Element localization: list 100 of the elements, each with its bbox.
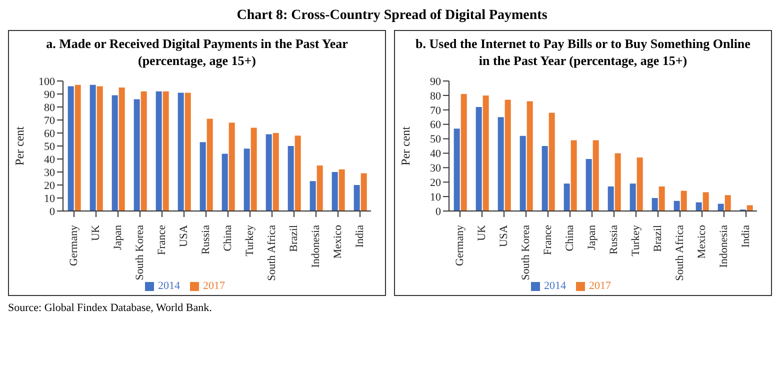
x-tick-label: South Africa — [266, 224, 278, 281]
y-tick-label: 10 — [430, 191, 442, 204]
bar — [90, 84, 96, 211]
bar — [184, 92, 191, 211]
x-tick-label: Indonesia — [718, 224, 730, 268]
y-tick-label: 70 — [430, 104, 442, 117]
bar — [156, 91, 162, 211]
bar — [542, 146, 548, 211]
bar — [310, 181, 316, 211]
bar — [476, 107, 482, 211]
y-tick-label: 100 — [38, 76, 56, 88]
y-tick-label: 90 — [44, 88, 56, 101]
y-tick-label: 70 — [44, 114, 56, 127]
y-tick-label: 50 — [44, 140, 56, 153]
bar — [564, 184, 570, 211]
bar — [482, 95, 489, 211]
bar — [162, 91, 169, 211]
legend-label: 2017 — [203, 280, 225, 292]
bar — [652, 198, 658, 211]
x-tick-label: Japan — [586, 224, 598, 250]
y-tick-label: 60 — [430, 119, 442, 132]
x-tick-label: Mexico — [696, 224, 708, 259]
x-tick-label: Brazil — [288, 225, 300, 252]
legend-label: 2014 — [544, 280, 566, 292]
bar — [636, 158, 643, 211]
x-tick-label: Brazil — [652, 225, 664, 252]
bar — [68, 86, 74, 211]
x-tick-label: USA — [498, 224, 510, 248]
bar — [118, 88, 125, 211]
x-tick-label: Indonesia — [310, 224, 322, 268]
x-tick-label: USA — [178, 224, 190, 248]
x-tick-label: Germany — [68, 224, 80, 266]
x-tick-label: Turkey — [630, 224, 642, 256]
bar — [746, 205, 753, 211]
x-tick-label: Turkey — [244, 224, 256, 256]
bar — [630, 184, 636, 211]
bar — [112, 95, 118, 211]
bar — [360, 173, 367, 211]
bar — [520, 136, 526, 211]
x-tick-label: Russia — [608, 224, 620, 254]
x-tick-label: South Korea — [520, 224, 532, 280]
bar — [222, 154, 228, 211]
chart-subtitle: a. Made or Received Digital Payments in the Past Year (percentage, age 15+) — [45, 35, 349, 70]
x-tick-label: South Africa — [674, 224, 686, 281]
x-tick-label: China — [564, 224, 576, 252]
legend-label: 2014 — [158, 280, 180, 292]
y-tick-label: 0 — [50, 206, 56, 218]
x-tick-label: France — [156, 224, 168, 255]
bar — [674, 200, 680, 211]
x-tick-label: Germany — [454, 224, 466, 266]
bar — [526, 101, 533, 211]
y-tick-label: 0 — [436, 206, 442, 218]
bar — [696, 202, 702, 211]
x-tick-label: Russia — [200, 224, 212, 254]
bar — [592, 140, 599, 211]
bar — [586, 159, 592, 211]
bar — [724, 195, 731, 211]
bar — [244, 148, 250, 211]
x-tick-label: South Korea — [134, 224, 146, 280]
y-tick-label: 80 — [430, 90, 442, 102]
bar — [332, 172, 338, 211]
bar — [614, 153, 621, 211]
y-tick-label: 80 — [44, 102, 56, 114]
x-tick-label: Japan — [112, 224, 124, 250]
x-tick-label: China — [222, 224, 234, 252]
bar — [294, 136, 301, 211]
x-tick-label: India — [740, 224, 752, 248]
bar — [504, 100, 511, 211]
bar — [140, 91, 147, 211]
bar — [460, 94, 467, 211]
bar — [272, 133, 279, 211]
chart-subtitle: b. Used the Internet to Pay Bills or to Buy Something Online in the Past Year (percentage, age 15+) — [414, 35, 752, 70]
y-tick-label: 40 — [44, 154, 56, 166]
bar — [134, 99, 140, 211]
y-tick-label: 50 — [430, 134, 442, 146]
y-tick-label: 30 — [430, 162, 442, 175]
source-note: Source: Global Findex Database, World Bank. — [8, 302, 213, 314]
bar — [316, 166, 323, 211]
bar — [702, 192, 709, 211]
x-tick-label: UK — [90, 224, 102, 241]
y-tick-label: 30 — [44, 166, 56, 179]
bar — [74, 84, 81, 211]
bar — [608, 186, 614, 211]
y-tick-label: 90 — [430, 76, 442, 88]
y-tick-label: 40 — [430, 148, 442, 160]
x-tick-label: France — [542, 224, 554, 255]
bar — [498, 117, 504, 211]
x-tick-label: UK — [476, 224, 488, 241]
y-axis-title: Per cent — [398, 126, 412, 166]
bar — [680, 190, 687, 211]
bar — [718, 204, 724, 211]
y-tick-label: 20 — [430, 177, 442, 190]
bar — [454, 128, 460, 211]
y-axis-title: Per cent — [12, 126, 26, 166]
bar — [266, 134, 272, 211]
bar — [338, 169, 345, 211]
bar — [548, 112, 555, 211]
chart-title: Chart 8: Cross-Country Spread of Digital Payments — [236, 8, 548, 24]
bar — [228, 122, 235, 211]
y-tick-label: 60 — [44, 128, 56, 140]
